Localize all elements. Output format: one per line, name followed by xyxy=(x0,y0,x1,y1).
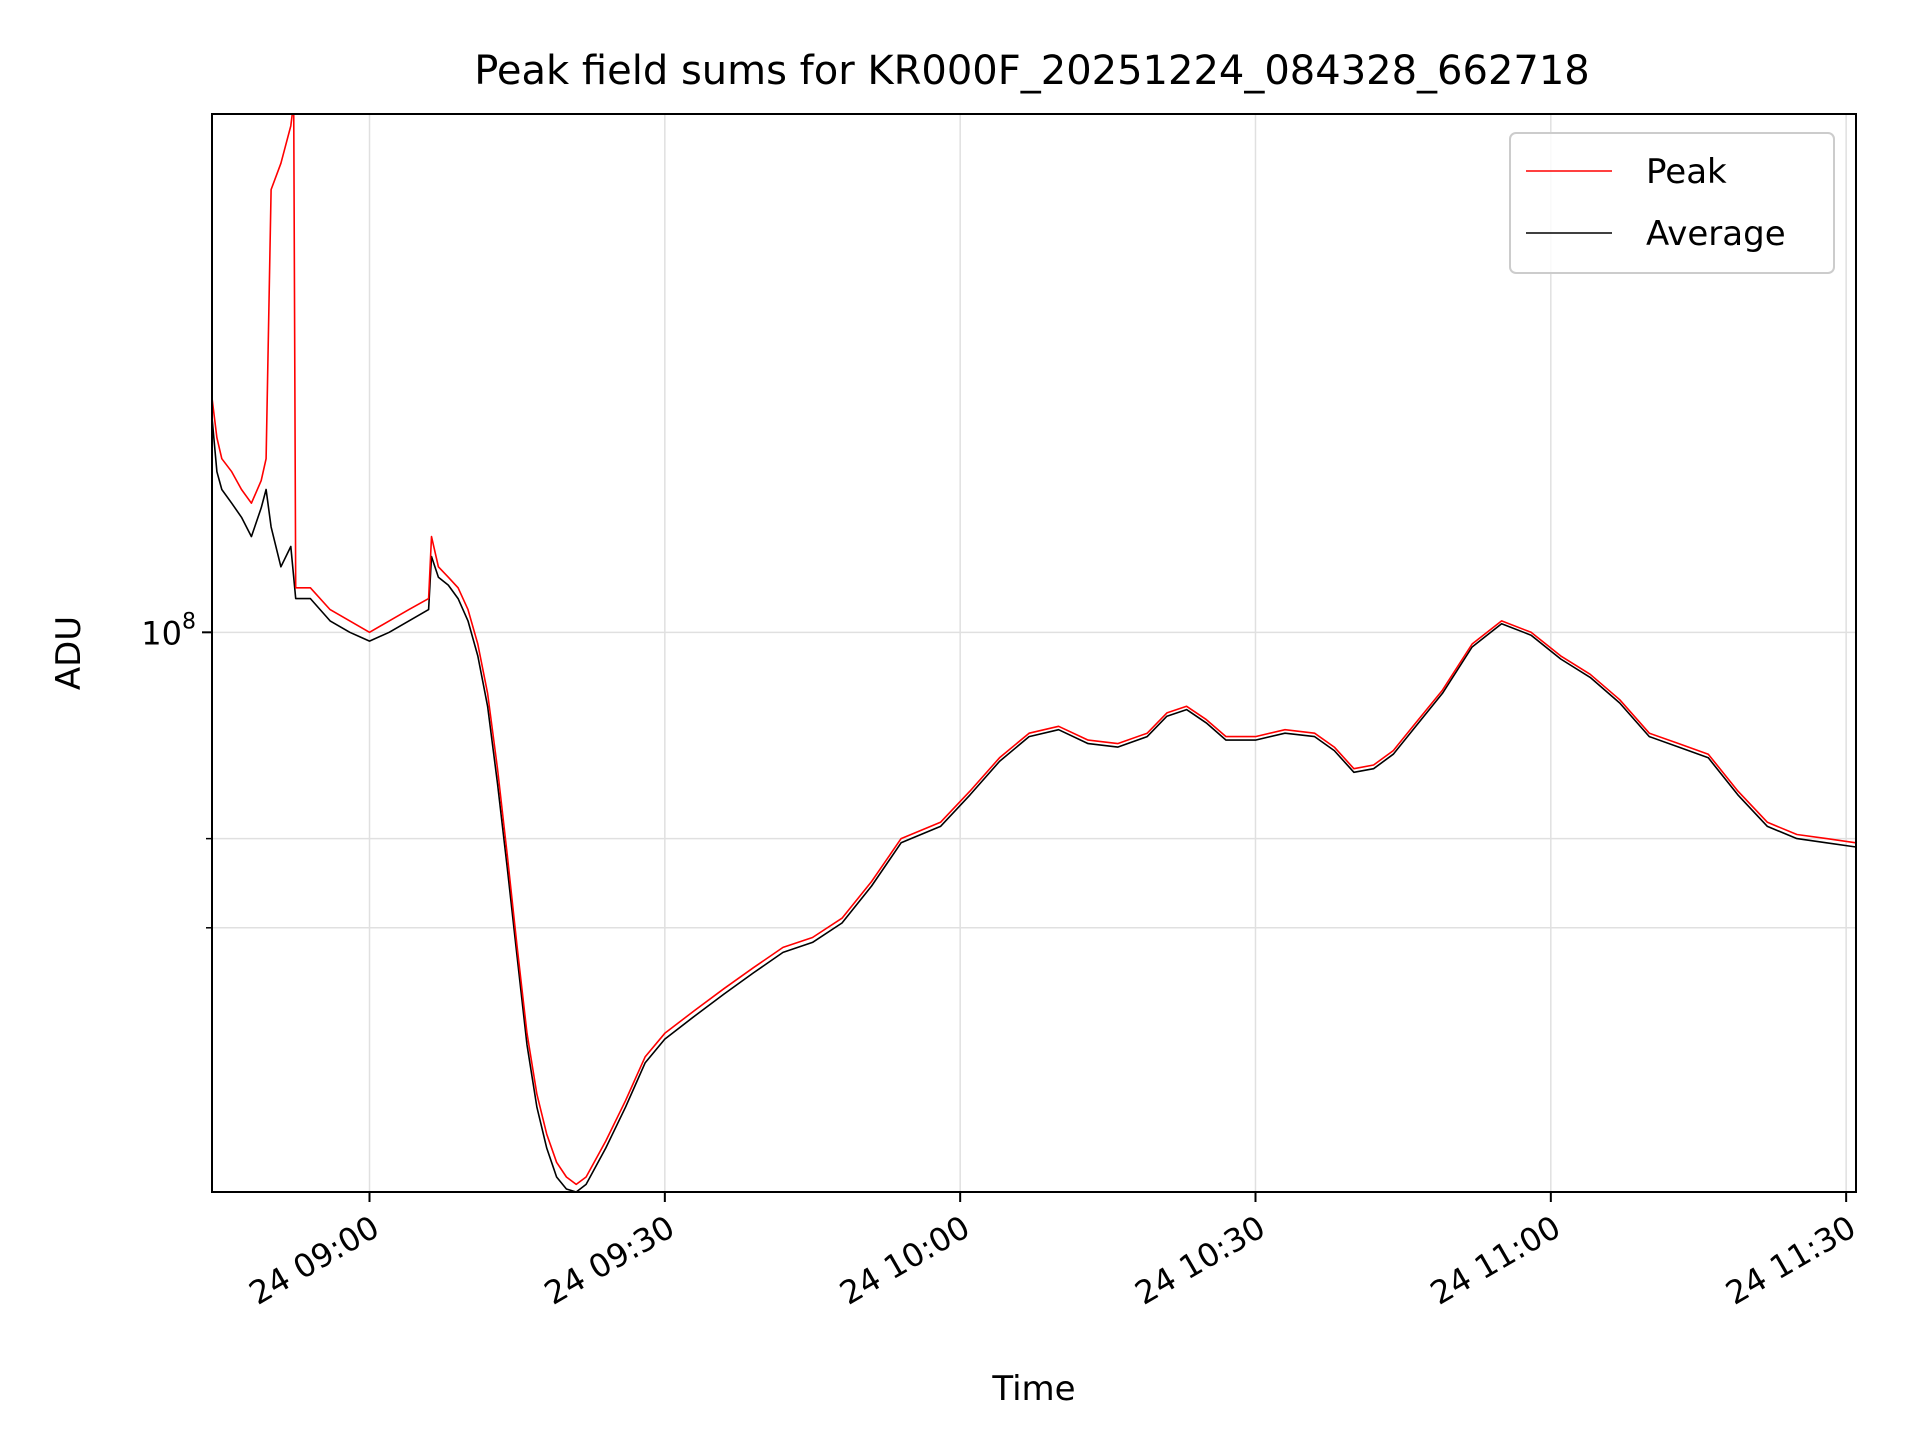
legend-label-peak: Peak xyxy=(1646,152,1727,192)
x-axis-ticks: 24 09:00 24 09:30 24 10:00 24 10:30 24 11:00… xyxy=(243,1192,1862,1312)
legend-box xyxy=(1509,132,1835,274)
legend: Peak Average xyxy=(1509,132,1835,274)
grid xyxy=(212,114,1856,1192)
x-tick-label-1: 24 09:30 xyxy=(538,1208,681,1312)
x-axis-label: Time xyxy=(991,1369,1075,1409)
plot-frame xyxy=(211,113,1857,1193)
series-line-peak xyxy=(212,114,1856,1186)
x-tick-label-0: 24 09:00 xyxy=(243,1208,386,1312)
x-tick-label-2: 24 10:00 xyxy=(833,1208,976,1312)
x-tick-label-4: 24 11:00 xyxy=(1424,1208,1567,1312)
x-tick-label-3: 24 10:30 xyxy=(1129,1208,1272,1312)
y-tick-label-0: 108 xyxy=(141,609,196,652)
y-axis-label: ADU xyxy=(49,616,89,690)
y-axis-ticks: 108 xyxy=(141,609,212,929)
chart-title: Peak field sums for KR000F_20251224_0843… xyxy=(474,48,1590,94)
legend-label-average: Average xyxy=(1646,214,1786,254)
series-lines xyxy=(212,114,1856,1192)
x-tick-label-5: 24 11:30 xyxy=(1719,1208,1862,1312)
series-line-average xyxy=(212,417,1856,1192)
